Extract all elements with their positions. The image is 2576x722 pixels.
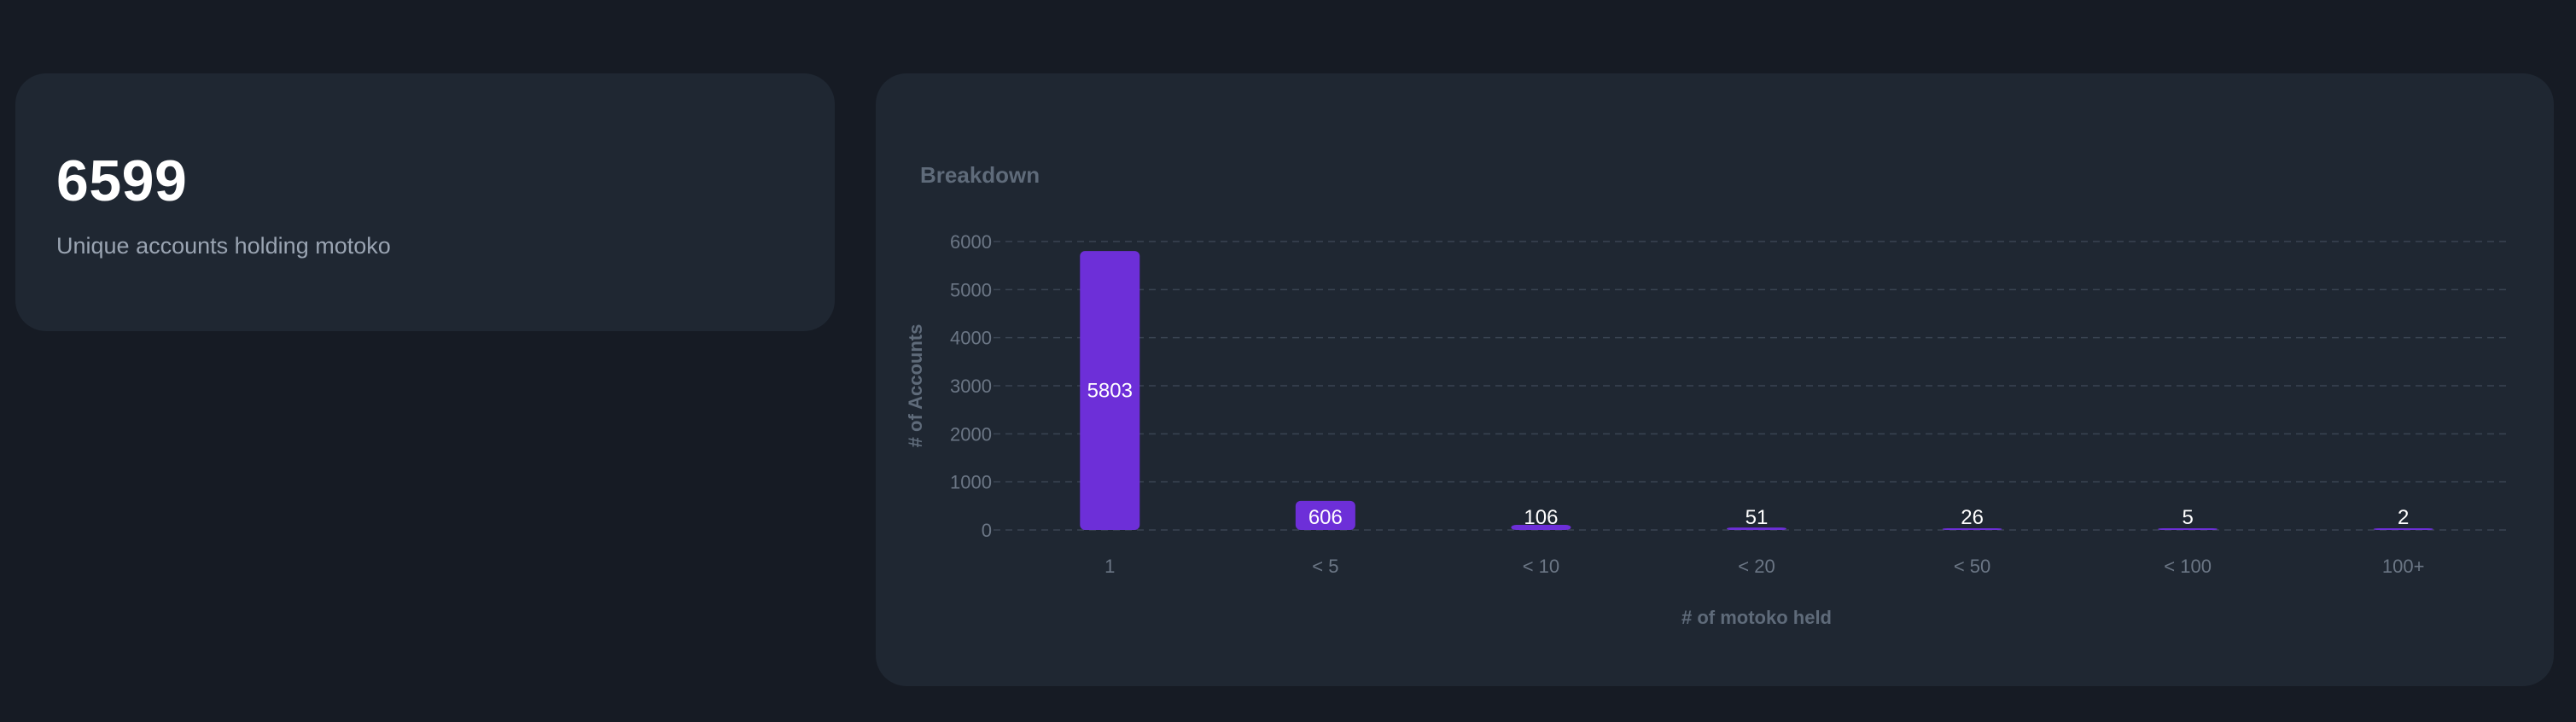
bar-value-label: 5 (2182, 506, 2193, 529)
bar[interactable] (1727, 527, 1786, 530)
bar-value-label: 606 (1308, 506, 1343, 529)
bar-value-label: 106 (1524, 506, 1558, 529)
y-tick-label: 2000 (950, 423, 992, 445)
y-axis-ticks: 0 1000 2000 3000 4000 5000 6000 (950, 231, 992, 541)
bar-value-label: 2 (2398, 506, 2409, 529)
x-tick-label: < 50 (1954, 556, 1990, 577)
bar[interactable] (2158, 528, 2218, 530)
x-tick-label: < 100 (2164, 556, 2212, 577)
y-tick-label: 1000 (950, 472, 992, 493)
chart-title: Breakdown (920, 162, 1040, 188)
x-tick-label: 100+ (2382, 556, 2425, 577)
chart-card: Breakdown 0 1000 2000 3000 4000 5000 6000 5803… (876, 73, 2554, 686)
y-tick-label: 6000 (950, 231, 992, 253)
bar[interactable] (1942, 528, 2002, 530)
bar-value-label: 5803 (1087, 380, 1133, 403)
y-tick-label: 4000 (950, 328, 992, 349)
bar-value-label: 51 (1746, 506, 1769, 529)
grid-lines (994, 241, 2511, 531)
bars: 5803 606 106 51 26 5 2 (1080, 251, 2433, 530)
y-tick-label: 3000 (950, 376, 992, 397)
stat-value: 6599 (56, 148, 188, 213)
x-axis-title: # of motoko held (1681, 607, 1832, 628)
bar[interactable] (1511, 525, 1571, 530)
x-tick-label: < 5 (1312, 556, 1338, 577)
bar[interactable] (1295, 500, 1355, 530)
bar[interactable] (1080, 251, 1140, 530)
x-tick-label: 1 (1104, 556, 1115, 577)
x-tick-label: < 10 (1523, 556, 1559, 577)
x-tick-label: < 20 (1738, 556, 1775, 577)
y-axis-title: # of Accounts (905, 324, 926, 448)
bar[interactable] (2373, 528, 2433, 530)
stat-card: 6599 Unique accounts holding motoko (15, 73, 835, 331)
x-axis-ticks: 1 < 5 < 10 < 20 < 50 < 100 100+ (1104, 556, 2424, 577)
y-tick-label: 0 (982, 520, 992, 541)
stat-label: Unique accounts holding motoko (56, 233, 391, 259)
bar-chart: Breakdown 0 1000 2000 3000 4000 5000 6000 5803… (905, 162, 2511, 628)
y-tick-label: 5000 (950, 279, 992, 300)
bar-value-label: 26 (1961, 506, 1984, 529)
